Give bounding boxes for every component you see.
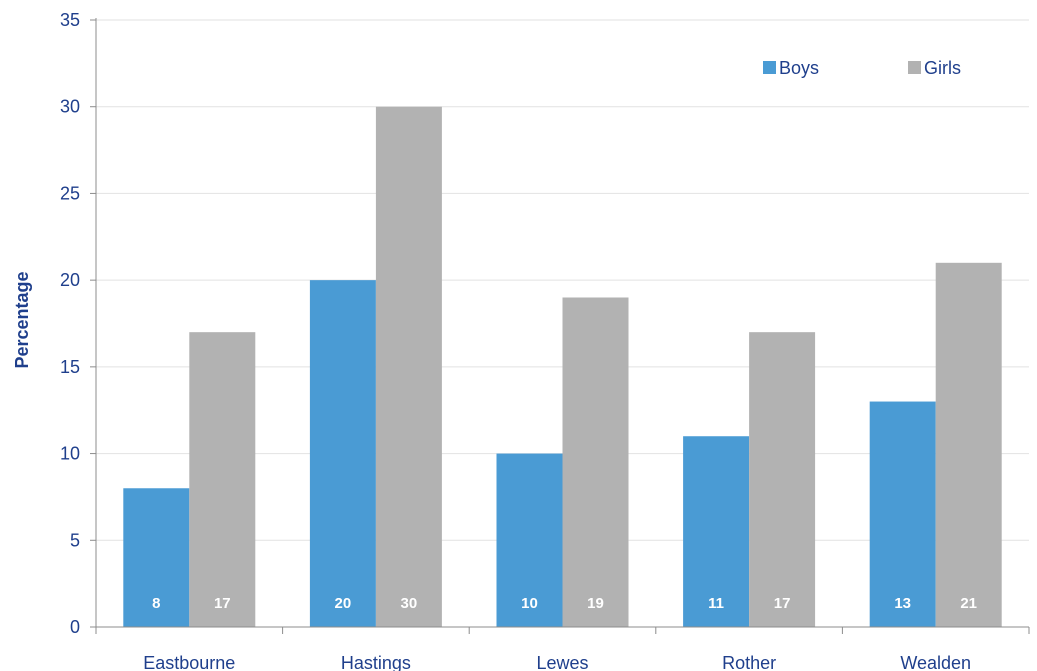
data-label: 19 (587, 595, 604, 612)
data-labels: 8 20 10 11 13 17 30 19 17 21 (152, 595, 977, 612)
bar-girls (189, 332, 256, 627)
data-label: 20 (335, 595, 352, 612)
axes: 0 5 10 15 20 25 30 35 Eastbourne Hastings Lewes Rot… (60, 10, 1030, 671)
y-tick-label: 25 (60, 183, 80, 203)
data-label: 17 (214, 595, 231, 612)
bar-boys (683, 436, 750, 627)
bar-girls (935, 262, 1002, 627)
y-tick-label: 30 (60, 97, 80, 117)
legend-swatch-boys (763, 61, 776, 74)
data-label: 13 (894, 595, 911, 612)
legend-swatch-girls (908, 61, 921, 74)
y-axis-title: Percentage (12, 271, 32, 368)
bars (123, 106, 1002, 627)
bar-girls (562, 297, 629, 627)
data-label: 11 (708, 595, 724, 612)
bar-girls (749, 332, 816, 627)
y-tick-label: 10 (60, 444, 80, 464)
y-tick-label: 35 (60, 10, 80, 30)
data-label: 10 (521, 595, 538, 612)
data-label: 21 (960, 595, 977, 612)
y-tick-label: 15 (60, 357, 80, 377)
x-tick-label: Lewes (536, 653, 588, 671)
legend-label: Girls (924, 58, 961, 78)
x-tick-label: Rother (722, 653, 776, 671)
bar-girls (375, 106, 442, 627)
y-tick-label: 20 (60, 270, 80, 290)
bar-boys (869, 401, 936, 627)
x-tick-label: Eastbourne (143, 653, 235, 671)
bar-boys (309, 280, 376, 627)
x-tick-label: Hastings (341, 653, 411, 671)
legend: Boys Girls (763, 58, 961, 78)
legend-label: Boys (779, 58, 819, 78)
y-tick-label: 0 (70, 617, 80, 637)
bar-boys (123, 488, 190, 627)
data-label: 30 (401, 595, 418, 612)
y-tick-label: 5 (70, 530, 80, 550)
bar-boys (496, 453, 563, 627)
x-tick-label: Wealden (900, 653, 971, 671)
data-label: 17 (774, 595, 791, 612)
data-label: 8 (152, 595, 160, 612)
